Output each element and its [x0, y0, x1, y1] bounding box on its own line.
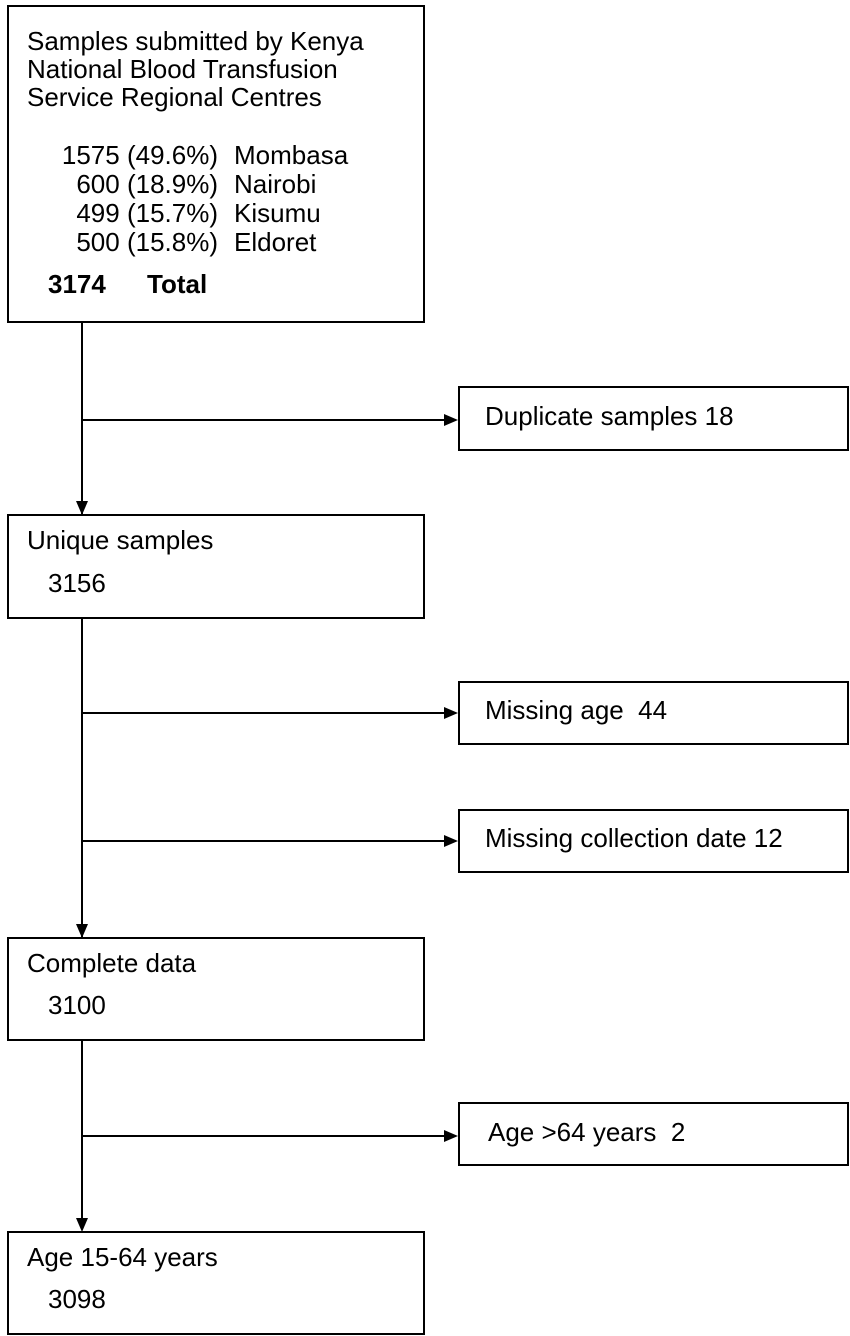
arrow-head	[444, 835, 458, 847]
step-label: Unique samples	[27, 525, 213, 555]
total-count: 3174	[48, 269, 106, 299]
row-site: Eldoret	[234, 227, 317, 257]
exclusion-label: Age >64 years 2	[488, 1117, 685, 1147]
step-label: Age 15-64 years	[27, 1242, 218, 1272]
box-title: National Blood Transfusion	[27, 54, 338, 84]
row-count: 499 (15.7%)	[76, 198, 218, 228]
row-count: 500 (15.8%)	[76, 227, 218, 257]
exclusion-label: Missing collection date 12	[485, 823, 783, 853]
total-label: Total	[147, 269, 207, 299]
arrow-head	[76, 501, 88, 515]
step-count: 3100	[48, 990, 106, 1020]
exclusion-box	[458, 1102, 849, 1166]
exclusion-label: Missing age 44	[485, 695, 667, 725]
arrow-head	[444, 707, 458, 719]
source-box	[7, 5, 425, 323]
arrow-head	[76, 1218, 88, 1232]
row-count: 600 (18.9%)	[76, 169, 218, 199]
step-label: Complete data	[27, 948, 197, 978]
step-box	[7, 1231, 425, 1335]
step-box	[7, 937, 425, 1041]
exclusion-box	[458, 386, 849, 451]
row-site: Nairobi	[234, 169, 316, 199]
arrow-head	[76, 924, 88, 938]
row-site: Mombasa	[234, 140, 349, 170]
row-site: Kisumu	[234, 198, 321, 228]
exclusion-label: Duplicate samples 18	[485, 401, 734, 431]
step-count: 3156	[48, 568, 106, 598]
step-box	[7, 514, 425, 619]
arrow-head	[444, 1130, 458, 1142]
arrow-head	[444, 414, 458, 426]
exclusion-box	[458, 809, 849, 873]
box-title: Service Regional Centres	[27, 82, 322, 112]
box-title: Samples submitted by Kenya	[27, 26, 364, 56]
step-count: 3098	[48, 1284, 106, 1314]
row-count: 1575 (49.6%)	[62, 140, 218, 170]
exclusion-box	[458, 681, 849, 745]
